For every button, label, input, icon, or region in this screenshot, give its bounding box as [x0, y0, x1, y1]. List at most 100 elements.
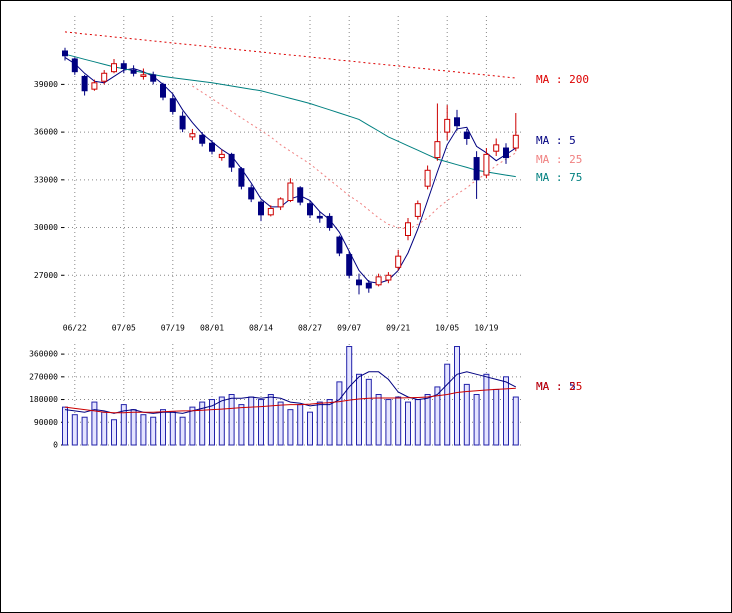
volume-bar [258, 399, 264, 446]
volume-bar [91, 401, 98, 446]
candle-body [199, 134, 206, 144]
volume-bar [454, 346, 460, 446]
candle-body [218, 153, 225, 159]
volume-bar [140, 414, 147, 446]
candle-body [248, 187, 255, 200]
legend-label: MA : 200 [536, 73, 589, 86]
candle-body [346, 254, 353, 276]
candle-body [179, 115, 186, 130]
volume-bar [160, 409, 166, 446]
y-tick-label: 39000 [34, 80, 58, 89]
candle-body [91, 82, 98, 90]
y-tick-label: 270000 [29, 372, 58, 381]
candle-body [71, 58, 78, 73]
x-tick-label: 08/01 [200, 324, 224, 333]
y-tick-label: 360000 [29, 350, 58, 359]
volume-bar [218, 396, 225, 446]
volume-bar [346, 346, 353, 446]
volume-bar [111, 419, 117, 446]
volume-bar [434, 386, 441, 446]
legend-label: MA : 5 [536, 380, 576, 393]
candle-body [62, 50, 68, 57]
ma-line [64, 387, 516, 414]
volume-bar [120, 404, 127, 446]
candle-body [316, 215, 323, 219]
volume-bar [150, 416, 157, 446]
volume-bar [424, 394, 431, 446]
volume-bar [316, 401, 323, 446]
y-tick-label: 27000 [34, 271, 58, 280]
volume-bar [248, 396, 255, 446]
volume-bar [277, 401, 284, 446]
volume-bar [130, 409, 137, 446]
candle-body [209, 142, 215, 152]
volume-bar [395, 396, 402, 446]
volume-bar [209, 399, 215, 446]
candle-body [81, 75, 88, 92]
legend-label: MA : 75 [536, 171, 582, 184]
candle-body [356, 279, 362, 286]
candle-body [512, 134, 519, 149]
volume-bar [385, 399, 392, 446]
legend-label: MA : 5 [536, 134, 576, 147]
candle-body [424, 169, 431, 187]
volume-bar [228, 394, 235, 446]
x-tick-label: 10/05 [435, 324, 459, 333]
volume-bar [365, 378, 372, 446]
candle-body [277, 198, 284, 208]
volume-bar [189, 406, 196, 446]
candle-body [140, 74, 147, 77]
volume-bar [375, 394, 382, 446]
volume-bar [473, 394, 480, 446]
legend-label: MA : 25 [536, 380, 582, 393]
x-tick-label: 08/27 [298, 324, 322, 333]
x-tick-label: 06/22 [63, 324, 87, 333]
y-tick-label: 0 [53, 441, 58, 450]
candle-body [336, 236, 343, 254]
candle-body [238, 168, 245, 187]
volume-bar [326, 399, 333, 446]
volume-bar [463, 383, 470, 446]
volume-bar [405, 401, 411, 446]
volume-bar [62, 406, 68, 446]
y-tick-label: 36000 [34, 128, 58, 137]
y-tick-label: 33000 [34, 175, 58, 184]
x-tick-label: 09/07 [337, 324, 361, 333]
candle-body [287, 182, 294, 202]
volume-bar [287, 409, 294, 446]
candle-body [169, 98, 176, 112]
candle-body [375, 276, 382, 286]
volume-bar [307, 411, 313, 446]
candle-body [258, 201, 264, 216]
candle-body [454, 117, 460, 127]
candle-body [493, 144, 500, 152]
candle-body [267, 207, 274, 216]
candle-body [405, 222, 411, 236]
volume-bar [101, 411, 108, 446]
ma-line [64, 53, 516, 178]
volume-bar [483, 373, 490, 446]
legend-label: MA : 25 [536, 153, 582, 166]
candle-body [365, 282, 372, 289]
candle-body [434, 141, 441, 159]
candle-body [326, 215, 333, 229]
ma-line [64, 31, 516, 79]
candle-body [111, 63, 117, 73]
candle-body [395, 255, 402, 268]
candle-body [228, 153, 235, 168]
candle-body [120, 63, 127, 69]
candle-body [473, 157, 480, 181]
x-tick-label: 10/19 [474, 324, 498, 333]
volume-bar [444, 363, 451, 446]
volume-bar [238, 404, 245, 446]
ma-line [64, 371, 517, 414]
volume-bar [267, 394, 274, 446]
candle-body [483, 153, 490, 176]
ma-line [64, 56, 517, 284]
x-tick-label: 09/21 [386, 324, 410, 333]
candle-body [150, 74, 157, 82]
x-tick-label: 08/14 [249, 324, 273, 333]
ma-line [192, 85, 517, 230]
